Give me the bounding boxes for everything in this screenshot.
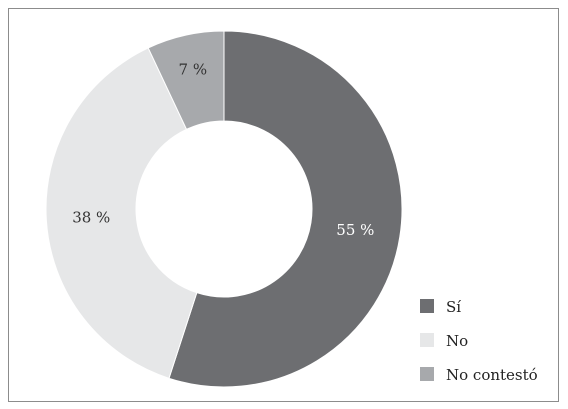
legend-swatch-si [420, 299, 434, 313]
slice-label-no-contesto: 7 % [179, 60, 208, 78]
slice-no [45, 47, 198, 379]
legend-swatch-no [420, 333, 434, 347]
slice-si [168, 30, 403, 388]
legend-label-no: No [446, 332, 468, 350]
slice-label-no: 38 % [72, 208, 110, 226]
legend-label-no-contesto: No contestó [446, 366, 538, 384]
legend-swatch-no-contesto [420, 367, 434, 381]
slice-no-contesto [147, 30, 225, 131]
slice-label-si: 55 % [336, 221, 374, 239]
legend-label-si: Sí [446, 298, 461, 316]
